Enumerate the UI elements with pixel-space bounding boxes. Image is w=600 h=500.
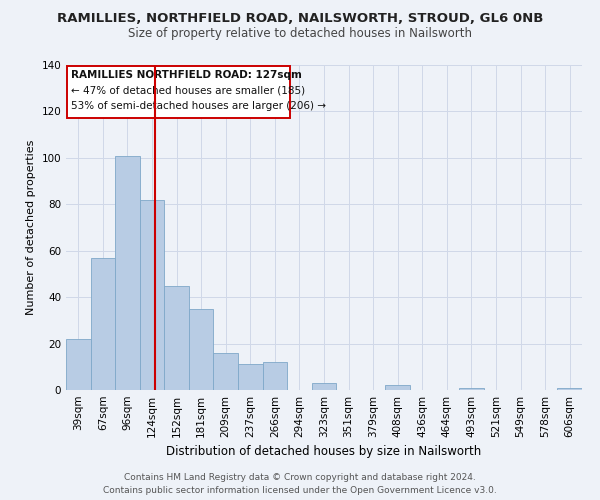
Bar (115, 156, 140, 390)
Bar (67, 66, 290, 118)
Bar (263, 362, 287, 390)
Text: RAMILLIES NORTHFIELD ROAD: 127sqm: RAMILLIES NORTHFIELD ROAD: 127sqm (71, 70, 302, 80)
Text: RAMILLIES, NORTHFIELD ROAD, NAILSWORTH, STROUD, GL6 0NB: RAMILLIES, NORTHFIELD ROAD, NAILSWORTH, … (57, 12, 543, 26)
Text: Size of property relative to detached houses in Nailsworth: Size of property relative to detached ho… (128, 28, 472, 40)
Bar (91, 258, 115, 390)
Bar (189, 309, 214, 390)
Text: ← 47% of detached houses are smaller (185): ← 47% of detached houses are smaller (18… (71, 86, 305, 96)
Bar (557, 388, 582, 390)
Bar (312, 383, 336, 390)
Bar (66, 339, 91, 390)
Bar (385, 386, 410, 390)
Bar (140, 200, 164, 390)
Y-axis label: Number of detached properties: Number of detached properties (26, 140, 36, 315)
Bar (459, 388, 484, 390)
Bar (238, 364, 263, 390)
Bar (164, 286, 189, 390)
X-axis label: Distribution of detached houses by size in Nailsworth: Distribution of detached houses by size … (166, 446, 482, 458)
Text: Contains HM Land Registry data © Crown copyright and database right 2024.
Contai: Contains HM Land Registry data © Crown c… (103, 473, 497, 495)
Text: 53% of semi-detached houses are larger (206) →: 53% of semi-detached houses are larger (… (71, 101, 326, 111)
Bar (214, 353, 238, 390)
